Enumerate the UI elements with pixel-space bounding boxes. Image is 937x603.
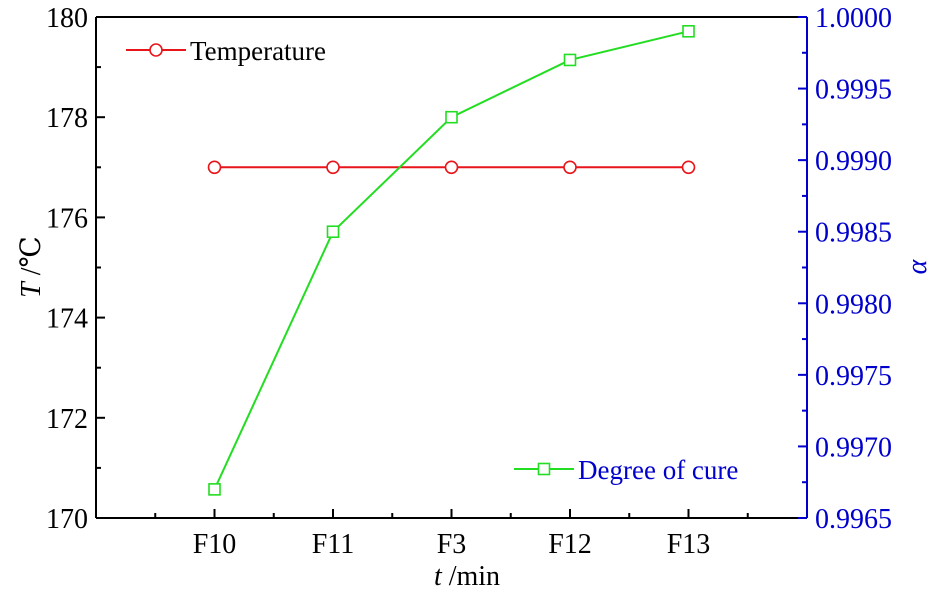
right-tick-label: 0.9980 xyxy=(815,289,892,320)
left-tick-label: 170 xyxy=(46,504,88,535)
x-axis-title: t /min xyxy=(434,561,500,592)
legend-degree-of-cure-marker xyxy=(537,462,551,476)
x-axis-unit: /min xyxy=(442,561,500,592)
left-tick-label: 178 xyxy=(46,103,88,134)
temperature-data-point xyxy=(326,160,340,175)
x-axis: F10 F11 F3 F12 F13 xyxy=(154,509,749,560)
legend: Temperature Degree of cure xyxy=(126,36,738,485)
left-y-axis-title: T /℃ xyxy=(16,236,47,298)
left-tick-label: 176 xyxy=(46,203,88,234)
left-y-axis-unit: /℃ xyxy=(16,236,47,282)
plot-frame xyxy=(95,16,808,519)
left-y-axis-variable: T xyxy=(16,280,47,298)
degree-of-cure-data-point xyxy=(326,225,340,239)
degree-of-cure-data-point xyxy=(208,483,221,496)
left-tick-label: 172 xyxy=(46,404,88,435)
right-y-axis: 0.9965 0.9970 0.9975 0.9980 0.9985 0.9990 0.99… xyxy=(798,3,892,535)
right-tick-label: 0.9965 xyxy=(815,504,892,535)
right-tick-label: 0.9975 xyxy=(815,361,892,392)
left-tick-label: 180 xyxy=(46,3,88,34)
x-tick-label: F12 xyxy=(548,529,592,560)
x-tick-label: F10 xyxy=(193,529,237,560)
right-tick-label: 1.0000 xyxy=(815,3,892,34)
right-tick-label: 0.9985 xyxy=(815,218,892,249)
series-layer xyxy=(207,25,696,496)
left-tick-label: 174 xyxy=(46,304,88,335)
legend-degree-of-cure-label: Degree of cure xyxy=(578,455,738,485)
left-y-axis: 170 172 174 176 178 180 xyxy=(46,3,105,535)
right-y-axis-title: α xyxy=(902,258,933,274)
x-tick-label: F13 xyxy=(667,529,711,560)
legend-temperature-label: Temperature xyxy=(190,36,326,66)
right-tick-label: 0.9990 xyxy=(815,146,892,177)
temperature-data-point xyxy=(207,160,222,175)
degree-of-cure-data-point xyxy=(682,25,695,38)
temperature-data-point xyxy=(563,160,577,175)
x-axis-variable: t xyxy=(434,561,443,592)
degree-of-cure-data-point xyxy=(445,110,458,124)
degree-of-cure-data-point xyxy=(563,53,577,67)
temperature-data-point xyxy=(681,160,696,175)
temperature-data-point xyxy=(444,160,459,175)
right-tick-label: 0.9970 xyxy=(815,432,892,463)
x-tick-label: F3 xyxy=(437,529,467,560)
legend-temperature-marker xyxy=(149,43,163,57)
x-tick-label: F11 xyxy=(312,529,355,560)
right-tick-label: 0.9995 xyxy=(815,75,892,106)
degree-of-cure-series-line xyxy=(213,30,689,490)
